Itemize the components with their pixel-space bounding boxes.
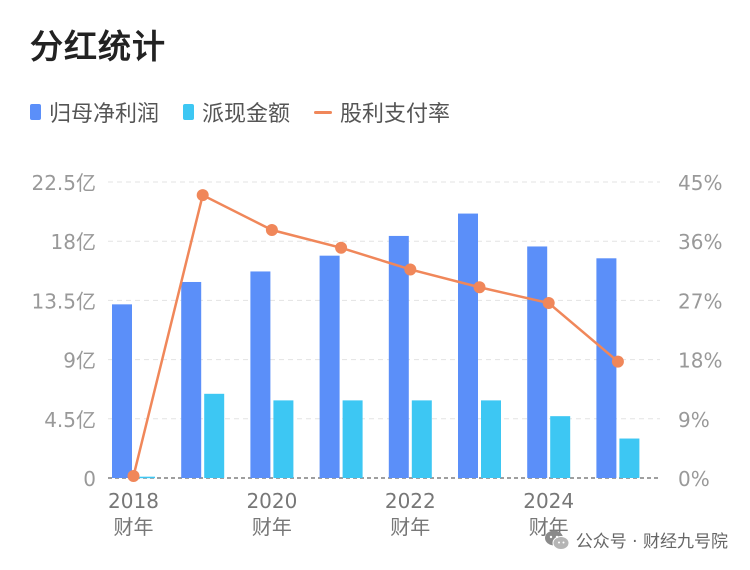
bar-profit: [319, 255, 340, 478]
y-right-tick-label: 9%: [678, 408, 710, 432]
wechat-icon: [544, 530, 570, 550]
y-left-tick-label: 0: [83, 467, 96, 491]
y-right-tick-label: 18%: [678, 349, 722, 373]
point-payout: [473, 281, 486, 294]
y-left-tick-label: 4.5亿: [44, 408, 96, 432]
point-payout: [335, 241, 348, 254]
chart-legend: 归母净利润 派现金额 股利支付率: [30, 96, 450, 128]
watermark-text: 公众号 · 财经九号院: [575, 532, 728, 552]
legend-label-payout: 股利支付率: [340, 102, 451, 127]
bar-profit: [181, 281, 202, 478]
y-left-tick-label: 18亿: [51, 230, 96, 254]
y-right-tick-label: 0%: [678, 467, 710, 491]
y-right-tick-label: 45%: [678, 171, 722, 195]
x-tick-label-unit: 财年: [390, 515, 430, 539]
bar-dividend: [619, 438, 640, 478]
bar-dividend: [204, 393, 225, 478]
point-payout: [542, 297, 555, 310]
bar-profit: [388, 235, 409, 478]
x-tick-label-unit: 财年: [252, 515, 292, 539]
point-payout: [127, 470, 140, 483]
x-tick-label-unit: 财年: [114, 515, 154, 539]
bar-dividend: [481, 400, 501, 478]
x-tick-label-year: 2024: [523, 489, 574, 513]
legend-item-dividend[interactable]: 派现金额: [183, 96, 290, 128]
bar-dividend: [342, 400, 363, 478]
x-tick-label-year: 2018: [108, 489, 159, 513]
bar-profit: [458, 213, 478, 478]
point-payout: [611, 355, 624, 368]
watermark: 公众号 · 财经九号院: [544, 527, 728, 552]
bar-profit: [112, 304, 132, 478]
x-tick-label-year: 2022: [385, 489, 436, 513]
legend-item-profit[interactable]: 归母净利润: [30, 96, 159, 128]
y-left-tick-label: 9亿: [63, 349, 96, 373]
legend-label-profit: 归母净利润: [49, 102, 160, 127]
point-payout: [404, 263, 417, 276]
legend-swatch-dividend: [183, 104, 195, 120]
bar-profit: [527, 246, 548, 478]
point-payout: [196, 189, 209, 202]
point-payout: [265, 224, 278, 237]
bar-profit: [596, 258, 617, 478]
legend-item-payout[interactable]: 股利支付率: [314, 96, 450, 128]
page-title: 分红统计: [30, 27, 166, 66]
legend-label-dividend: 派现金额: [202, 102, 291, 127]
line-payout: [132, 193, 619, 477]
bar-dividend: [273, 400, 294, 478]
y-left-tick-label: 13.5亿: [31, 289, 96, 313]
legend-swatch-profit: [30, 104, 41, 120]
y-right-tick-label: 27%: [678, 289, 722, 313]
bar-dividend: [411, 400, 432, 478]
bar-dividend: [135, 476, 155, 479]
y-left-tick-label: 22.5亿: [31, 171, 96, 195]
bar-dividend: [550, 416, 571, 478]
bar-profit: [250, 271, 271, 478]
x-tick-label-year: 2020: [246, 489, 297, 513]
y-right-tick-label: 36%: [678, 230, 722, 254]
legend-swatch-payout: [314, 110, 333, 114]
